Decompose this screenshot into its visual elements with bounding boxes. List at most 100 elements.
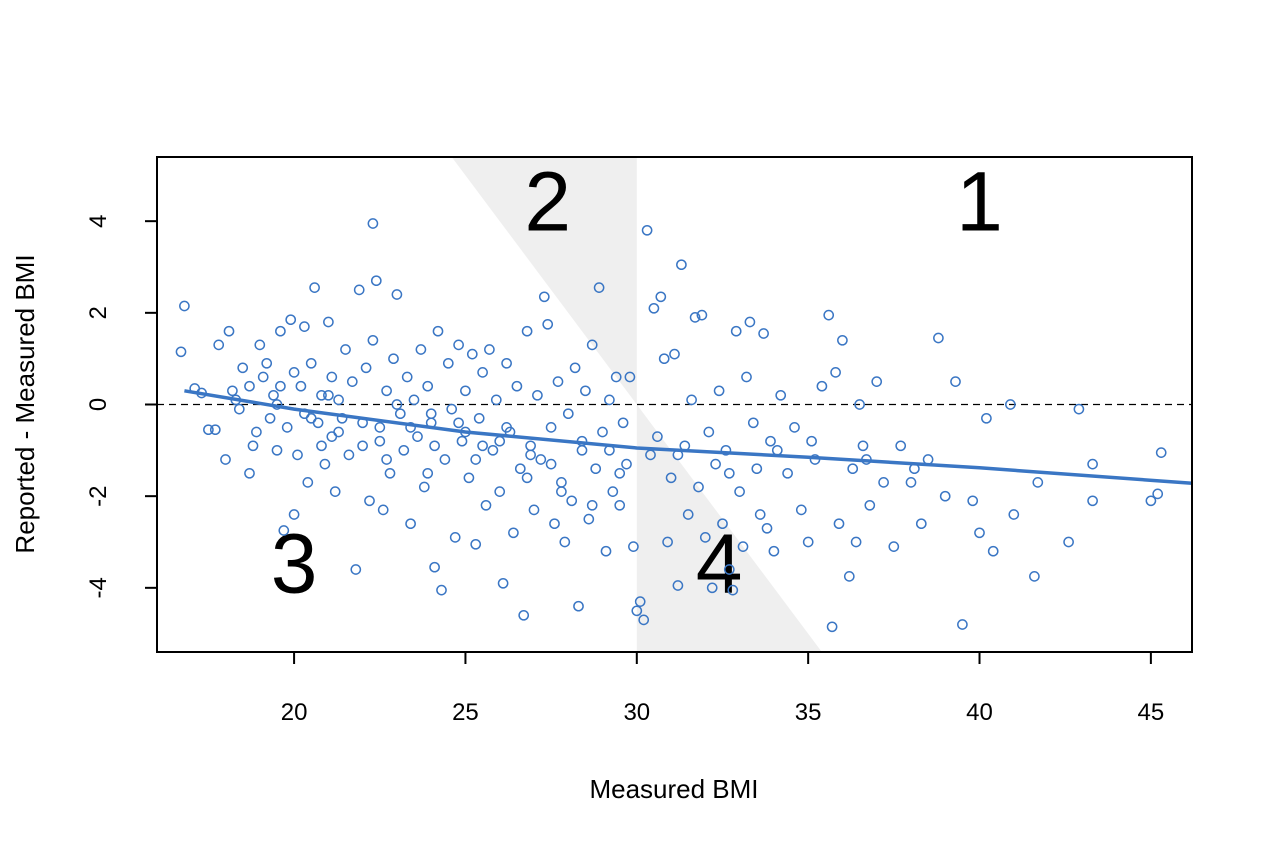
data-point bbox=[508, 527, 519, 539]
data-point bbox=[686, 394, 697, 406]
data-point bbox=[460, 385, 471, 397]
data-point bbox=[665, 472, 677, 484]
data-point bbox=[422, 467, 434, 479]
shaded-region-1 bbox=[451, 157, 637, 405]
data-point bbox=[631, 605, 643, 617]
shaded-regions bbox=[451, 157, 822, 652]
data-point bbox=[1087, 495, 1098, 507]
data-point bbox=[682, 509, 694, 520]
data-point bbox=[669, 348, 680, 360]
data-point bbox=[710, 458, 721, 470]
data-point bbox=[634, 596, 646, 607]
data-point bbox=[381, 385, 392, 397]
data-point bbox=[569, 362, 581, 374]
data-point bbox=[271, 444, 283, 456]
data-point bbox=[405, 422, 416, 433]
data-point bbox=[299, 321, 310, 332]
data-point bbox=[597, 426, 608, 438]
data-point bbox=[751, 463, 763, 475]
y-axis-title: Reported - Measured BMI bbox=[10, 254, 40, 553]
data-point bbox=[795, 504, 807, 516]
data-point bbox=[741, 371, 752, 383]
data-point bbox=[576, 444, 588, 456]
data-point bbox=[446, 403, 458, 415]
data-point bbox=[771, 444, 783, 456]
data-point bbox=[1073, 403, 1085, 415]
data-point bbox=[405, 518, 416, 530]
data-point bbox=[586, 339, 598, 351]
data-point bbox=[477, 440, 488, 452]
data-point bbox=[275, 380, 286, 392]
data-point bbox=[442, 357, 454, 369]
data-point bbox=[758, 328, 769, 339]
data-point bbox=[562, 408, 574, 420]
data-point bbox=[374, 435, 386, 447]
data-point bbox=[233, 403, 245, 415]
data-point bbox=[394, 408, 406, 420]
data-point bbox=[987, 545, 999, 557]
data-point bbox=[658, 353, 670, 365]
data-point bbox=[477, 367, 488, 378]
data-point bbox=[730, 325, 742, 337]
data-point bbox=[628, 541, 639, 552]
data-point bbox=[693, 481, 704, 493]
data-point bbox=[391, 399, 403, 410]
data-point bbox=[227, 385, 238, 397]
data-point bbox=[295, 380, 307, 392]
data-point bbox=[388, 353, 399, 365]
region-label-1: 1 bbox=[956, 154, 1003, 248]
data-point bbox=[264, 412, 276, 424]
data-point bbox=[775, 389, 787, 401]
data-point bbox=[305, 412, 317, 424]
data-point bbox=[566, 495, 578, 507]
data-point bbox=[1032, 477, 1044, 488]
x-tick-label: 35 bbox=[795, 699, 822, 726]
data-point bbox=[261, 357, 273, 369]
data-point bbox=[449, 532, 461, 543]
data-point bbox=[370, 275, 382, 287]
data-point bbox=[360, 362, 372, 374]
data-point bbox=[429, 561, 440, 573]
region-labels: 1 2 3 4 bbox=[271, 154, 1003, 610]
data-point bbox=[586, 499, 598, 511]
data-point bbox=[703, 426, 715, 438]
data-point bbox=[453, 417, 464, 429]
data-point bbox=[340, 344, 351, 355]
data-point bbox=[408, 394, 420, 406]
data-point bbox=[326, 431, 338, 442]
data-point bbox=[837, 334, 848, 346]
data-point bbox=[689, 312, 701, 323]
data-point bbox=[1063, 536, 1074, 548]
data-point bbox=[480, 499, 492, 511]
data-point bbox=[487, 444, 499, 456]
data-point bbox=[761, 522, 773, 534]
data-point bbox=[641, 224, 653, 236]
data-point bbox=[514, 463, 526, 475]
data-point bbox=[285, 314, 297, 326]
data-point bbox=[727, 584, 739, 596]
data-point bbox=[607, 486, 619, 497]
y-tick-label: 2 bbox=[85, 306, 112, 319]
data-point bbox=[525, 449, 536, 461]
data-point bbox=[857, 440, 869, 452]
data-point bbox=[316, 440, 327, 452]
data-point bbox=[501, 422, 512, 433]
data-point bbox=[933, 332, 944, 344]
data-point bbox=[806, 435, 817, 447]
data-point bbox=[843, 571, 855, 582]
data-point bbox=[1005, 399, 1016, 410]
data-point bbox=[367, 218, 379, 229]
data-point bbox=[470, 454, 482, 465]
data-point bbox=[850, 536, 862, 548]
data-point bbox=[309, 282, 320, 293]
region-label-4: 4 bbox=[696, 516, 743, 610]
data-point bbox=[706, 582, 718, 594]
data-point bbox=[614, 499, 626, 511]
data-point bbox=[1145, 495, 1157, 507]
data-point bbox=[518, 609, 530, 621]
data-point bbox=[542, 318, 554, 330]
data-point bbox=[237, 362, 249, 374]
data-point bbox=[244, 380, 255, 392]
data-point bbox=[723, 564, 735, 575]
data-point bbox=[466, 348, 478, 360]
